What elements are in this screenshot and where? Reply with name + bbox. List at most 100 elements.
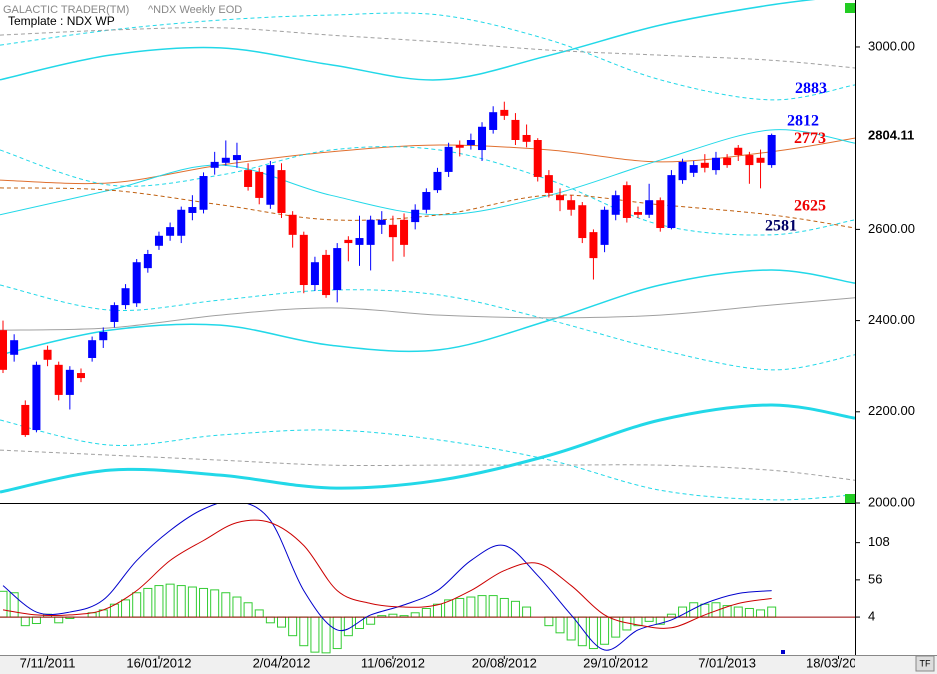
indicator-curve — [0, 297, 855, 331]
candle-body — [132, 262, 141, 304]
candle-body — [88, 340, 97, 358]
candle-body — [478, 126, 487, 151]
candle-body — [0, 330, 8, 370]
tf-button[interactable] — [915, 655, 935, 672]
candle-body — [310, 262, 319, 286]
candle-body — [723, 157, 732, 166]
candle-body — [43, 349, 52, 360]
candle-body — [322, 254, 331, 296]
x-tick-label: 16/01/2012 — [126, 655, 191, 670]
candle-body — [633, 212, 642, 215]
candle-body — [455, 145, 464, 148]
candle-body — [221, 157, 230, 163]
x-tick-label: 7/01/2013 — [698, 655, 756, 670]
candle-body — [567, 200, 576, 210]
level-label: 2883 — [795, 80, 827, 97]
candle-body — [99, 331, 108, 341]
candle-body — [143, 254, 152, 269]
candle-body — [177, 209, 186, 236]
y-tick-label: 2400.00 — [868, 312, 915, 327]
candle-body — [21, 404, 30, 436]
x-tick-label: 7/11/2011 — [20, 655, 76, 670]
candle-body — [10, 340, 19, 355]
candle-body — [700, 162, 709, 168]
candle-body — [689, 165, 698, 173]
last-price: 2804.11 — [868, 128, 914, 143]
candle-body — [199, 176, 208, 210]
level-label: 2625 — [794, 198, 826, 215]
x-tick-label: 20/08/2012 — [472, 655, 537, 670]
candle-body — [433, 171, 442, 191]
x-tick-label: 11/06/2012 — [361, 655, 425, 670]
candle-body — [166, 227, 175, 236]
marker — [845, 3, 855, 13]
candle-body — [611, 195, 620, 215]
candle-body — [154, 235, 163, 246]
candle-body — [622, 185, 631, 218]
candle-body — [65, 369, 74, 395]
candle-body — [188, 207, 197, 213]
indicator-curve — [0, 27, 855, 69]
candle-body — [266, 165, 275, 205]
candle-body — [377, 219, 386, 225]
indicator-curve — [0, 284, 855, 371]
candle-body — [556, 195, 565, 201]
indicator-curve — [0, 449, 855, 481]
indicator-curve — [0, 12, 855, 101]
oscillator-line — [2, 519, 772, 629]
y-tick-label: 2000.00 — [868, 494, 915, 509]
candle-body — [522, 134, 531, 142]
indicator-curve — [0, 269, 855, 356]
candle-body — [232, 155, 241, 161]
candle-body — [656, 200, 665, 229]
candle-body — [466, 140, 475, 146]
candle-body — [76, 373, 85, 379]
oscillator-line — [2, 504, 772, 651]
candle-body — [210, 161, 219, 168]
candle-body — [444, 146, 453, 172]
candle-body — [578, 205, 587, 239]
candle-body — [511, 119, 520, 141]
indicator-curve — [0, 137, 855, 185]
candle-body — [500, 109, 509, 116]
candle-body — [255, 171, 264, 198]
candle-body — [645, 200, 654, 215]
candle-body — [121, 288, 130, 306]
x-axis-strip — [0, 655, 937, 674]
x-tick-label: 18/03/2013 — [806, 655, 871, 670]
candle-body — [244, 170, 253, 187]
candle-body — [756, 157, 765, 163]
candle-body — [734, 147, 743, 156]
candle-body — [422, 191, 431, 210]
y-tick-label: 3000.00 — [868, 38, 915, 53]
candle-body — [344, 239, 353, 244]
candle-body — [767, 134, 776, 166]
marker — [845, 494, 855, 503]
candle-body — [299, 234, 308, 286]
level-label: 2581 — [765, 218, 797, 235]
y-tick-label: 4 — [868, 609, 875, 624]
level-label: 2812 — [787, 112, 819, 129]
indicator-curve — [0, 419, 855, 501]
candle-body — [110, 305, 119, 322]
candle-body — [366, 219, 375, 245]
candle-body — [54, 364, 63, 395]
candle-body — [400, 219, 409, 245]
y-tick-label: 108 — [868, 534, 890, 549]
indicator-curve — [0, 403, 855, 494]
tf-label: TF — [920, 658, 931, 668]
candle-body — [411, 209, 420, 223]
axes: 3000.00 2600.00 2400.00 2200.00 2000.00 2804.… — [20, 38, 915, 670]
y-tick-label: 2600.00 — [868, 221, 915, 236]
candle-body — [333, 248, 342, 291]
candle-body — [589, 232, 598, 259]
candle-body — [288, 214, 297, 235]
symbol: ^NDX Weekly EOD — [148, 4, 242, 16]
x-tick-label: 2/04/2012 — [253, 655, 311, 670]
template: Template : NDX WP — [8, 14, 115, 28]
product: GALACTIC TRADER(TM) — [3, 4, 129, 16]
indicator-curve — [0, 0, 816, 81]
